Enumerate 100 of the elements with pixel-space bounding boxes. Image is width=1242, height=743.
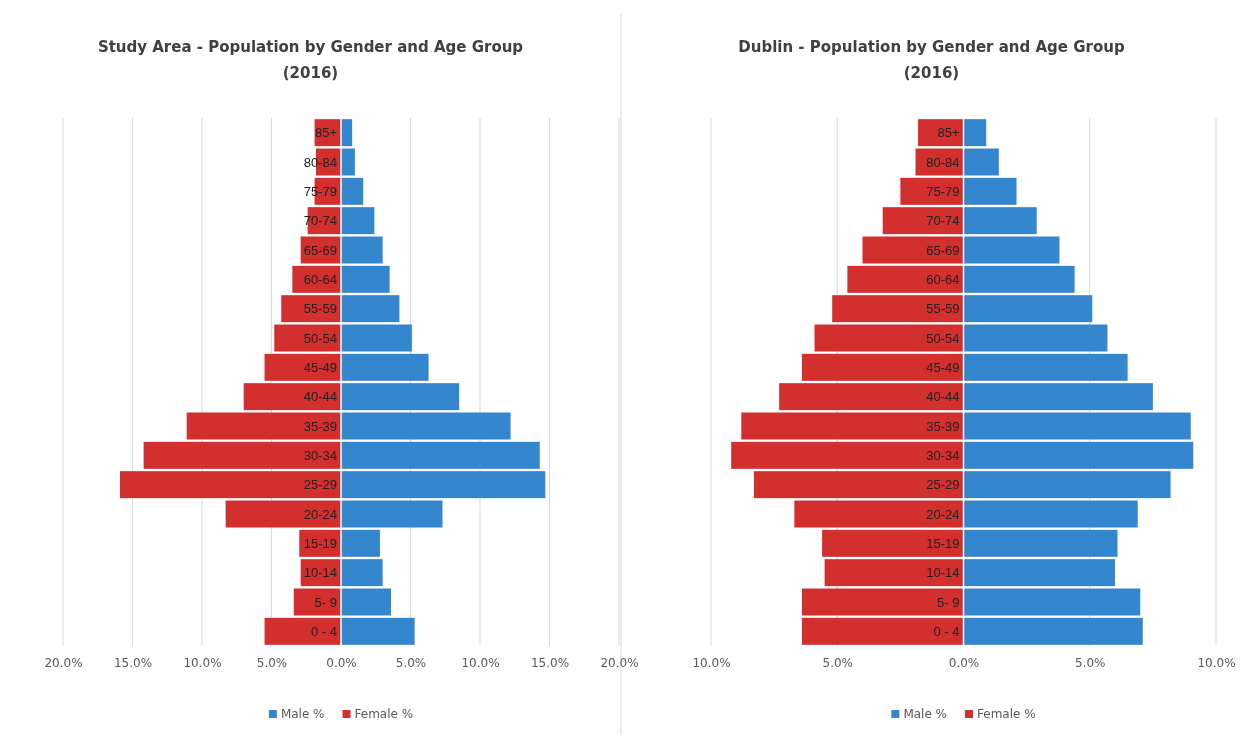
bar — [963, 617, 1143, 645]
x-tick-label: 5.0% — [1075, 655, 1106, 670]
bar — [119, 471, 341, 499]
y-tick-label: 55-59 — [926, 301, 960, 317]
bar — [963, 559, 1115, 587]
bar — [341, 177, 364, 205]
y-tick-label: 15-19 — [926, 535, 960, 551]
bar — [963, 529, 1118, 557]
y-tick-label: 10-14 — [926, 565, 960, 581]
legend-label: Female % — [977, 707, 1036, 721]
bar — [963, 588, 1141, 616]
bar — [341, 617, 415, 645]
bar — [963, 412, 1191, 440]
bar — [341, 500, 443, 528]
x-tick-label: 20.0% — [44, 655, 83, 670]
y-tick-label: 50-54 — [303, 330, 337, 346]
x-tick-label: 0.0% — [948, 655, 980, 670]
y-tick-label: 25-29 — [926, 477, 960, 493]
x-tick-label: 5.0% — [256, 655, 288, 670]
bar — [264, 353, 341, 381]
bar — [963, 500, 1138, 528]
bar — [143, 441, 341, 469]
bar — [801, 617, 964, 645]
bar — [963, 324, 1108, 352]
bar — [264, 617, 341, 645]
bar — [847, 265, 964, 293]
bar — [341, 324, 412, 352]
bar — [963, 207, 1037, 235]
bar — [341, 529, 380, 557]
bar — [225, 500, 341, 528]
x-tick-label: 0.0% — [326, 655, 357, 670]
bar — [963, 441, 1194, 469]
y-tick-label: 25-29 — [303, 477, 337, 493]
x-tick-label: 10.0% — [461, 655, 500, 670]
bar — [341, 265, 390, 293]
y-tick-label: 70-74 — [926, 213, 960, 229]
bar — [963, 353, 1128, 381]
bar — [963, 177, 1017, 205]
bar — [341, 441, 540, 469]
bar — [963, 236, 1060, 264]
y-tick-label: 10-14 — [303, 565, 337, 581]
bar — [794, 500, 964, 528]
bar — [963, 383, 1153, 411]
y-tick-label: 35-39 — [303, 418, 337, 434]
legend-label: Male % — [280, 707, 325, 721]
x-tick-label: 10.0% — [183, 655, 222, 670]
bar — [341, 588, 392, 616]
bar — [341, 148, 355, 176]
bar — [963, 119, 987, 147]
y-tick-label: 85+ — [937, 125, 960, 141]
y-tick-label: 40-44 — [303, 389, 337, 405]
y-tick-label: 65-69 — [926, 242, 960, 258]
y-tick-label: 60-64 — [926, 271, 960, 287]
bar — [824, 559, 964, 587]
y-tick-label: 80-84 — [926, 154, 960, 170]
chart-title: Study Area - Population by Gender and Age Group (2016) — [97, 38, 524, 82]
chart-title: Dublin - Population by Gender and Age Group (2016) — [738, 38, 1125, 82]
bar — [341, 412, 511, 440]
legend-label: Male % — [903, 707, 948, 721]
bar — [963, 471, 1171, 499]
bar — [801, 588, 964, 616]
bar — [832, 295, 964, 323]
bar — [186, 412, 341, 440]
y-tick-label: 35-39 — [926, 418, 960, 434]
bar — [731, 441, 964, 469]
x-tick-label: 10.0% — [692, 655, 731, 670]
y-tick-label: 45-49 — [303, 359, 337, 375]
bar — [741, 412, 964, 440]
bar — [341, 295, 400, 323]
bar — [341, 353, 429, 381]
y-tick-label: 55-59 — [303, 301, 337, 317]
bar — [341, 207, 375, 235]
y-tick-label: 75-79 — [926, 183, 960, 199]
y-tick-label: 30-34 — [926, 447, 960, 463]
y-tick-label: 30-34 — [303, 447, 337, 463]
bar — [963, 148, 999, 176]
bar — [341, 559, 383, 587]
y-tick-label: 5- 9 — [937, 594, 960, 610]
bar — [341, 236, 383, 264]
y-tick-label: 20-24 — [303, 506, 337, 522]
bar — [243, 383, 341, 411]
legend-label: Female % — [354, 707, 414, 721]
bar — [801, 353, 964, 381]
bar — [963, 265, 1075, 293]
y-tick-label: 0 - 4 — [310, 623, 337, 639]
y-tick-label: 40-44 — [926, 389, 960, 405]
x-tick-label: 5.0% — [822, 655, 853, 670]
bar — [341, 471, 546, 499]
y-tick-label: 50-54 — [926, 330, 960, 346]
bar — [341, 383, 460, 411]
y-tick-label: 20-24 — [926, 506, 960, 522]
bar — [753, 471, 964, 499]
bar — [341, 119, 353, 147]
x-tick-label: 5.0% — [395, 655, 427, 670]
bar — [814, 324, 964, 352]
y-tick-label: 60-64 — [303, 271, 337, 287]
bar — [882, 207, 964, 235]
bar — [822, 529, 964, 557]
bar — [779, 383, 964, 411]
y-tick-label: 5- 9 — [314, 594, 337, 610]
